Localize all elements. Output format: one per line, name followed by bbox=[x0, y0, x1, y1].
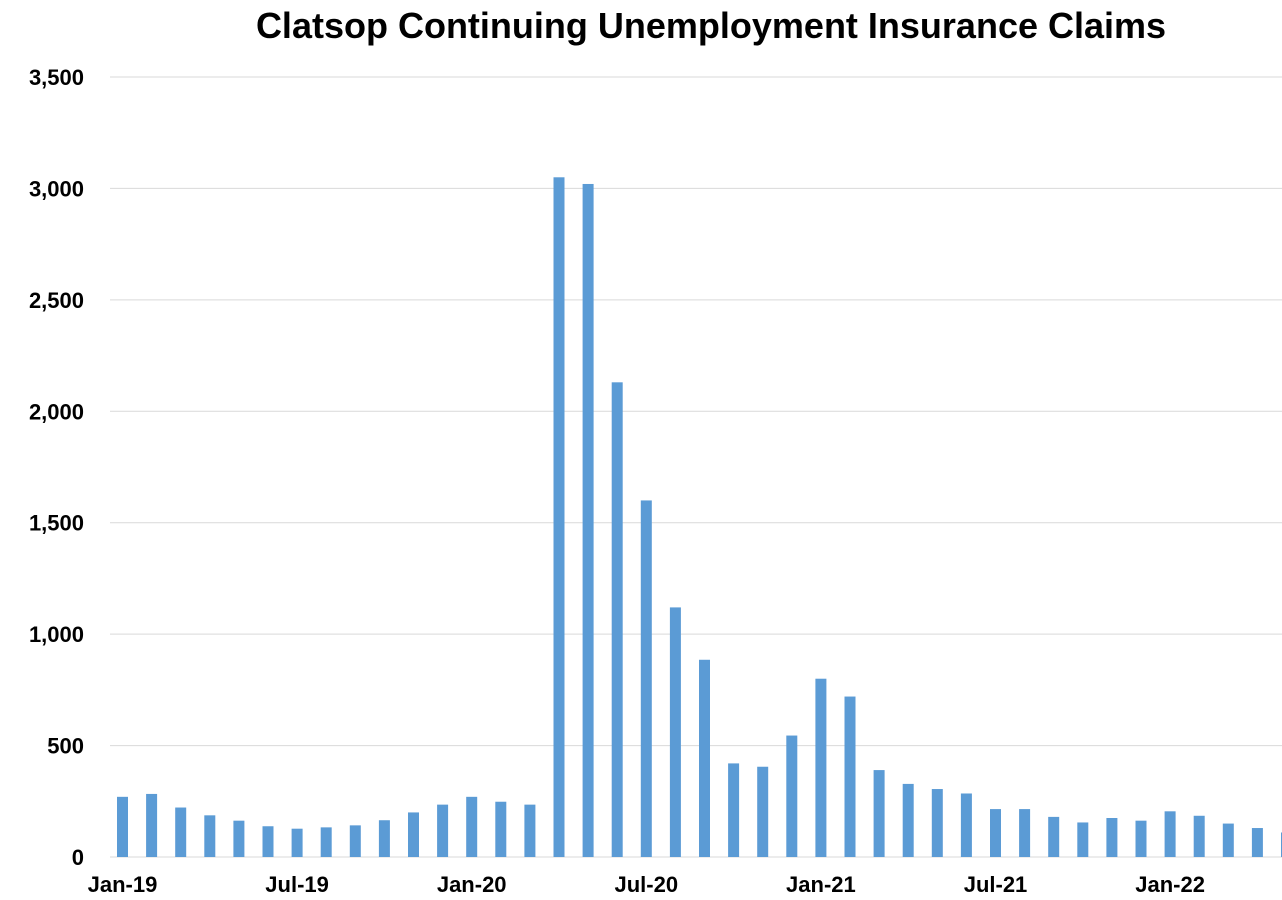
bar bbox=[1048, 816, 1060, 857]
y-axis-tick-labels: 0 500 1,000 1,500 2,000 2,500 3,000 3,500 bbox=[29, 65, 84, 870]
bar bbox=[408, 812, 419, 857]
y-tick-label: 500 bbox=[47, 734, 84, 759]
bar bbox=[524, 804, 536, 857]
bar bbox=[1077, 822, 1089, 857]
x-tick-label: Jan-21 bbox=[786, 872, 856, 897]
x-tick-label: Jan-22 bbox=[1135, 872, 1205, 897]
bar bbox=[582, 183, 594, 857]
bars bbox=[117, 177, 1282, 858]
bar bbox=[611, 382, 623, 857]
bar bbox=[553, 177, 565, 858]
x-axis-tick-labels: Jan-19 Jul-19 Jan-20 Jul-20 Jan-21 Jul-21 Jan-… bbox=[88, 872, 1205, 897]
bar bbox=[495, 801, 507, 857]
y-tick-label: 1,000 bbox=[29, 622, 84, 647]
chart-title: Clatsop Continuing Unemployment Insuranc… bbox=[256, 5, 1166, 46]
bar bbox=[699, 659, 710, 857]
bar bbox=[466, 796, 478, 857]
y-tick-label: 3,500 bbox=[29, 65, 84, 90]
bar bbox=[640, 500, 652, 857]
x-tick-label: Jul-19 bbox=[265, 872, 329, 897]
bar bbox=[349, 825, 361, 857]
bar bbox=[1251, 828, 1263, 857]
bar bbox=[960, 793, 972, 857]
bar bbox=[437, 804, 449, 857]
x-tick-label: Jan-20 bbox=[437, 872, 507, 897]
bar bbox=[117, 796, 128, 857]
gridlines bbox=[110, 76, 1282, 858]
bar bbox=[757, 766, 769, 857]
bar bbox=[1222, 823, 1234, 857]
x-tick-label: Jan-19 bbox=[88, 872, 158, 897]
y-tick-label: 3,000 bbox=[29, 176, 84, 201]
y-tick-label: 0 bbox=[72, 845, 84, 870]
x-tick-label: Jul-20 bbox=[615, 872, 679, 897]
bar bbox=[931, 789, 943, 857]
bar bbox=[175, 807, 187, 857]
bar bbox=[291, 828, 303, 857]
bar bbox=[1164, 811, 1176, 857]
bar bbox=[146, 793, 158, 857]
bar bbox=[990, 809, 1001, 857]
bar bbox=[815, 678, 827, 857]
y-tick-label: 1,500 bbox=[29, 511, 84, 536]
bar bbox=[786, 735, 798, 857]
bar bbox=[844, 696, 856, 857]
y-tick-label: 2,500 bbox=[29, 288, 84, 313]
bar bbox=[1106, 818, 1118, 857]
bar bbox=[320, 827, 332, 857]
bar bbox=[378, 820, 390, 857]
bar bbox=[728, 763, 740, 857]
bar bbox=[262, 826, 274, 857]
bar bbox=[233, 820, 245, 857]
bar bbox=[1135, 820, 1147, 857]
bar bbox=[669, 607, 681, 857]
bar bbox=[902, 783, 914, 857]
bar bbox=[1019, 809, 1031, 857]
bar bbox=[1193, 815, 1205, 857]
bar bbox=[204, 815, 216, 857]
y-tick-label: 2,000 bbox=[29, 399, 84, 424]
bar bbox=[873, 770, 885, 857]
x-tick-label: Jul-21 bbox=[964, 872, 1028, 897]
